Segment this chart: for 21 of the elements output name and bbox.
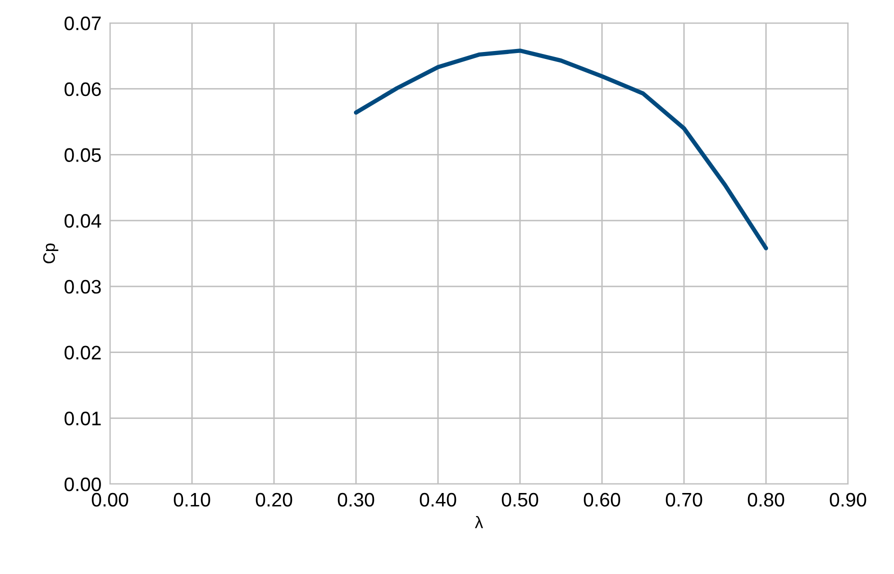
y-axis-title: Cp (43, 244, 58, 264)
x-axis-title: λ (474, 516, 484, 528)
y-tick-label: 0.01 (64, 412, 101, 426)
x-tick-label: 0.10 (174, 492, 210, 507)
x-tick-label: 0.50 (502, 492, 538, 507)
x-tick-label: 0.40 (420, 492, 456, 507)
x-tick-label: 0.60 (584, 492, 620, 507)
y-tick-label: 0.06 (64, 82, 101, 96)
y-tick-label: 0.03 (64, 280, 101, 294)
y-tick-label: 0.02 (64, 346, 101, 360)
y-tick-label: 0.05 (64, 148, 101, 162)
x-tick-label: 0.80 (748, 492, 784, 507)
y-tick-label: 0.00 (64, 477, 101, 492)
x-tick-label: 0.00 (92, 492, 128, 507)
line-series (354, 48, 768, 250)
y-tick-label: 0.07 (64, 16, 101, 30)
x-tick-label: 0.70 (666, 492, 702, 507)
y-tick-label: 0.04 (64, 214, 102, 228)
x-tick-label: 0.30 (338, 492, 374, 507)
x-tick-label: 0.90 (830, 492, 866, 507)
x-tick-label: 0.20 (256, 492, 292, 507)
